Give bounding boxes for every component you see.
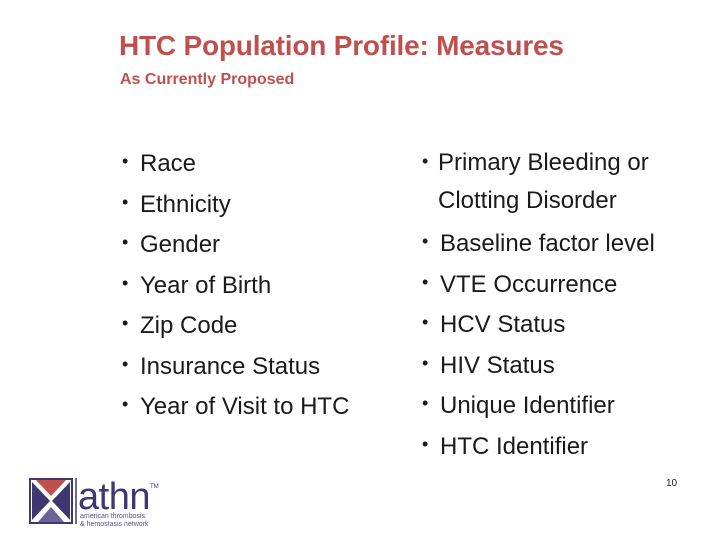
- logo-left-triangle: [32, 482, 50, 520]
- list-item: • Primary Bleeding or Clotting Disorder: [422, 144, 698, 224]
- logo-right-triangle: [52, 482, 70, 520]
- list-item: • Race: [122, 144, 349, 185]
- slide-subtitle: As Currently Proposed: [120, 71, 295, 88]
- logo-top-triangle: [36, 480, 66, 496]
- list-item: • Zip Code: [122, 306, 349, 347]
- logo-bottom-triangle: [38, 507, 64, 522]
- bullet-icon: •: [122, 394, 129, 414]
- slide-title: HTC Population Profile: Measures: [119, 30, 564, 61]
- athn-logo-mark-icon: [29, 478, 77, 524]
- logo-tagline-1: american thrombosis: [80, 513, 145, 520]
- bullet-icon: •: [422, 393, 429, 413]
- list-item: • HCV Status: [422, 305, 698, 346]
- bullet-icon: •: [122, 232, 129, 252]
- bullet-icon: •: [122, 151, 129, 171]
- logo-wordmark: athn: [78, 476, 150, 518]
- list-item: • Ethnicity: [122, 185, 349, 226]
- list-item: • Gender: [122, 225, 349, 266]
- logo-trademark: TM: [150, 484, 159, 490]
- bullet-icon: •: [422, 151, 429, 171]
- bullet-icon: •: [422, 433, 429, 454]
- list-item: • Insurance Status: [122, 347, 349, 388]
- bullet-icon: •: [422, 312, 429, 332]
- left-bullet-list: • Race • Ethnicity • Gender • Year of Birth …: [122, 144, 349, 428]
- bullet-icon: •: [122, 272, 129, 293]
- bullet-icon: •: [422, 271, 429, 292]
- bullet-icon: •: [122, 313, 129, 333]
- bullet-icon: •: [422, 352, 429, 373]
- bullet-icon: •: [422, 231, 429, 251]
- bullet-icon: •: [122, 353, 129, 374]
- list-item: • HIV Status: [422, 346, 698, 387]
- page-number: 10: [666, 478, 678, 489]
- list-item: • Year of Visit to HTC: [122, 387, 349, 428]
- list-item: • HTC Identifier: [422, 427, 698, 468]
- logo-tagline-2: & hemostasis network: [80, 521, 149, 528]
- list-item: • Unique Identifier: [422, 386, 698, 427]
- list-item: • Baseline factor level: [422, 224, 698, 265]
- list-item: • Year of Birth: [122, 266, 349, 307]
- list-item: • VTE Occurrence: [422, 265, 698, 306]
- right-bullet-list: • Primary Bleeding or Clotting Disorder •…: [422, 144, 698, 467]
- bullet-icon: •: [122, 191, 129, 212]
